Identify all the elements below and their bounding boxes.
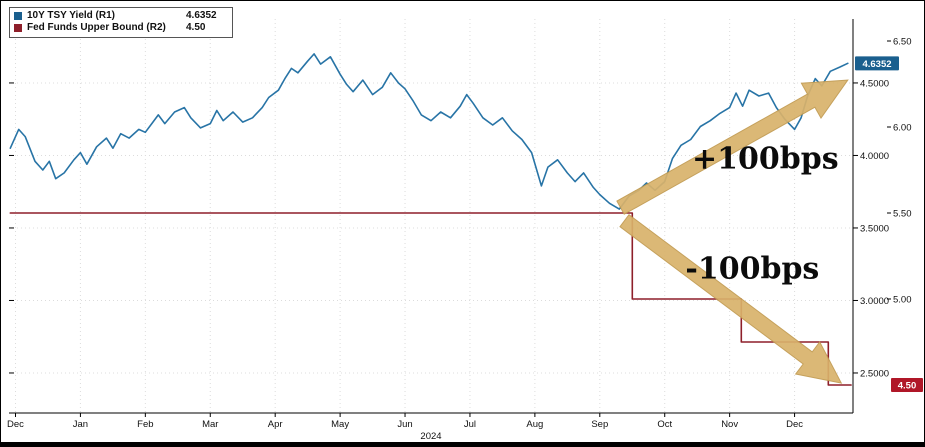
legend-value-10y: 4.6352 [186, 10, 217, 21]
r2-tick-label: 5.00 [893, 294, 912, 305]
x-tick-label: Jun [397, 419, 412, 430]
x-tick-label: Feb [137, 419, 153, 430]
x-tick-label: Jan [73, 419, 88, 430]
annotation-plus-100bps: +100bps [692, 142, 839, 177]
x-tick-label: Sep [591, 419, 608, 430]
r2-tick-label: 5.50 [893, 208, 912, 219]
x-tick-label: Aug [526, 419, 543, 430]
legend: 10Y TSY Yield (R1) 4.6352 Fed Funds Uppe… [9, 7, 233, 38]
r1-tick-label: 3.0000 [860, 296, 889, 307]
x-axis-year-label: 2024 [420, 431, 441, 442]
legend-value-fed: 4.50 [186, 22, 206, 33]
x-tick-label: May [331, 419, 349, 430]
badge-fed-current-bg [891, 377, 923, 392]
badge-10y-current-text: 4.6352 [862, 59, 891, 70]
legend-swatch-10y-icon [14, 12, 22, 20]
x-tick-label: Apr [268, 419, 283, 430]
x-tick-label: Mar [202, 419, 218, 430]
x-tick-label: Dec [786, 419, 803, 430]
legend-item-fed-funds: Fed Funds Upper Bound (R2) 4.50 [14, 22, 226, 34]
legend-swatch-fed-icon [14, 24, 22, 32]
annotation-minus-100bps: -100bps [685, 252, 819, 287]
series-line-10y-yield [9, 53, 849, 210]
legend-label-fed: Fed Funds Upper Bound (R2) [27, 22, 166, 33]
badge-10y-current-bg [855, 56, 899, 71]
legend-label-10y: 10Y TSY Yield (R1) [27, 10, 116, 21]
legend-item-10y-yield: 10Y TSY Yield (R1) 4.6352 [14, 10, 226, 22]
r1-tick-label: 2.5000 [860, 368, 889, 379]
r2-tick-label: 6.50 [893, 37, 912, 48]
x-tick-label: Oct [657, 419, 672, 430]
r1-tick-label: 3.5000 [860, 223, 889, 234]
x-tick-label: Nov [721, 419, 738, 430]
r1-tick-label: 4.5000 [860, 78, 889, 89]
r2-tick-label: 6.00 [893, 123, 912, 134]
badge-fed-current-text: 4.50 [898, 380, 917, 391]
x-tick-label: Jul [464, 419, 476, 430]
arrow-up-100bps-icon [616, 79, 849, 215]
x-tick-label: Dec [7, 419, 24, 430]
arrow-down-100bps-icon [619, 214, 843, 384]
r1-tick-label: 4.0000 [860, 151, 889, 162]
